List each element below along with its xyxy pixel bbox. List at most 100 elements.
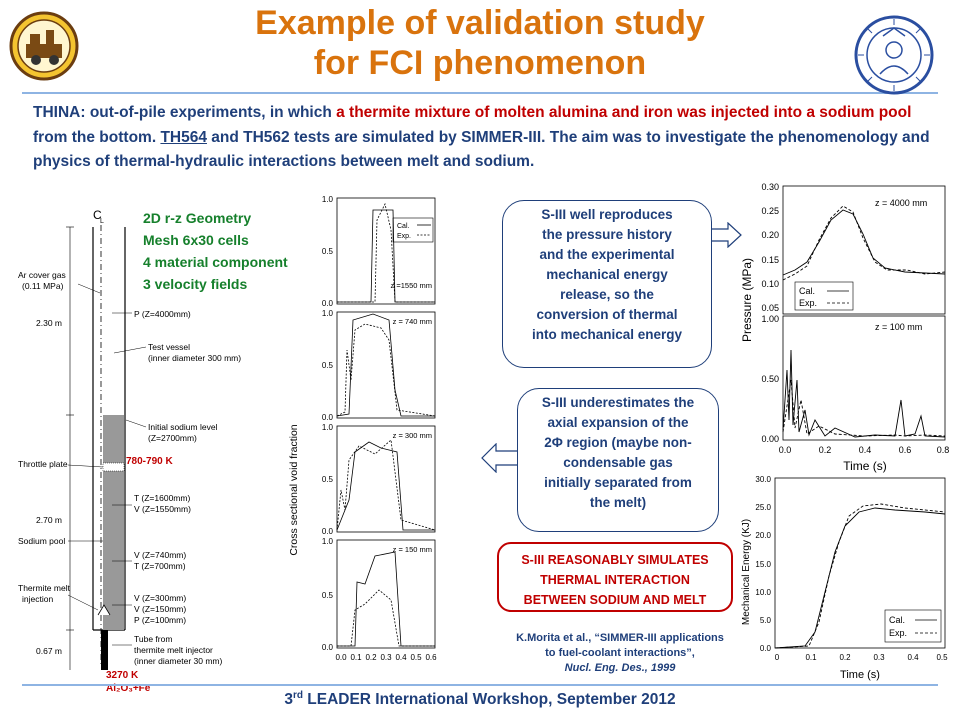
geometry-list: 2D r-z Geometry Mesh 6x30 cells 4 materi…	[143, 207, 288, 295]
pressure-xtick: 0.4	[859, 445, 872, 455]
schematic-label: 2.70 m	[36, 515, 62, 525]
pressure-panel2-label: z = 100 mm	[875, 322, 922, 332]
energy-ytick: 20.0	[755, 531, 771, 540]
lab-logo-icon	[9, 11, 79, 81]
pressure-ytick: 0.00	[761, 434, 779, 444]
schematic-label: Ar cover gas	[18, 270, 66, 280]
pressure-ytick: 0.20	[761, 230, 779, 240]
pressure-ytick: 0.25	[761, 206, 779, 216]
void-ytick: 0.5	[322, 247, 334, 256]
void-xtick: 0.1	[350, 653, 362, 662]
schematic-label: Tube from	[134, 634, 172, 644]
energy-ytick: 15.0	[755, 560, 771, 569]
energy-ytick: 30.0	[755, 475, 771, 484]
void-ytick: 0.5	[322, 591, 334, 600]
energy-xlabel: Time (s)	[840, 669, 880, 681]
pressure-xlabel: Time (s)	[843, 459, 887, 473]
thermite-highlight: a thermite mixture of molten alumina and…	[336, 104, 912, 121]
pressure-xtick: 0.0	[779, 445, 792, 455]
energy-xtick: 0.2	[839, 653, 851, 662]
void-ytick: 0.0	[322, 643, 334, 652]
schematic-label: V (Z=740mm)	[134, 550, 186, 560]
centerline-label: C	[93, 208, 102, 222]
void-conclusion-box: S-III underestimates the axial expansion…	[517, 388, 719, 532]
schematic-label: injection	[22, 594, 53, 604]
pressure-panel1-label: z = 4000 mm	[875, 198, 927, 208]
vessel-schematic: C L Ar cover gas (0.11 MPa) 2.30 m P (Z=…	[18, 208, 241, 670]
pressure-ytick: 0.50	[761, 374, 779, 384]
void-xtick: 0.6	[425, 653, 437, 662]
void-fraction-chart: Cross sectional void fraction 1.0 0.5 0.…	[288, 195, 437, 662]
footer-divider	[22, 684, 938, 686]
schematic-label: V (Z=1550mm)	[134, 504, 191, 514]
void-xtick: 0.5	[410, 653, 422, 662]
page-title: Example of validation study	[255, 4, 705, 42]
void-xtick: 0.0	[335, 653, 347, 662]
page-subtitle: for FCI phenomenon	[313, 44, 647, 82]
void-xtick: 0.3	[380, 653, 392, 662]
schematic-label: (Z=2700mm)	[148, 433, 197, 443]
schematic-label: thermite melt injector	[134, 645, 213, 655]
void-ytick: 1.0	[322, 309, 334, 318]
footer: 3rd LEADER International Workshop, Septe…	[284, 690, 676, 709]
geometry-item: Mesh 6x30 cells	[143, 232, 249, 248]
void-panel-label: z = 150 mm	[393, 545, 432, 554]
void-ytick: 1.0	[322, 423, 334, 432]
pressure-chart: Pressure (MPa) 0.30 0.25 0.20 0.15 0.10 …	[740, 182, 949, 473]
university-seal-icon	[854, 15, 934, 95]
pressure-ytick: 0.05	[761, 303, 779, 313]
void-ytick: 1.0	[322, 537, 334, 546]
pressure-xtick: 0.6	[899, 445, 912, 455]
centerline-sub: L	[100, 218, 104, 225]
void-panel-label: z =1550 mm	[391, 281, 432, 290]
intro-paragraph: THINA: out-of-pile experiments, in which…	[33, 104, 930, 170]
schematic-label: 0.67 m	[36, 646, 62, 656]
pressure-ytick: 0.30	[761, 182, 779, 192]
schematic-label: V (Z=300mm)	[134, 593, 186, 603]
summary-box: S-III REASONABLY SIMULATES THERMAL INTER…	[497, 542, 733, 612]
schematic-label: V (Z=150mm)	[134, 604, 186, 614]
void-ytick: 0.5	[322, 361, 334, 370]
pressure-legend-exp: Exp.	[799, 298, 817, 308]
pressure-ytick: 1.00	[761, 314, 779, 324]
pressure-ytick: 0.15	[761, 255, 779, 265]
schematic-label: Initial sodium level	[148, 422, 218, 432]
void-ytick: 0.0	[322, 413, 334, 422]
pressure-conclusion-box: S-III well reproduces the pressure histo…	[502, 200, 712, 368]
energy-legend-exp: Exp.	[889, 628, 907, 638]
test-th564: TH564	[160, 128, 207, 146]
melt-temperature: 3270 K	[106, 670, 139, 681]
energy-legend-cal: Cal.	[889, 615, 905, 625]
melt-composition: Al₂O₃+Fe	[106, 683, 151, 694]
energy-chart: Mechanical Energy (KJ) 30.0 25.0 20.0 15…	[741, 475, 948, 681]
energy-xtick: 0.5	[936, 653, 948, 662]
energy-xtick: 0.1	[805, 653, 817, 662]
arrow-right-icon	[708, 222, 742, 248]
geometry-item: 3 velocity fields	[143, 276, 248, 292]
schematic-label: (inner diameter 300 mm)	[148, 353, 241, 363]
schematic-label: Test vessel	[148, 342, 190, 352]
void-legend-exp: Exp.	[397, 233, 411, 240]
pressure-ytick: 0.10	[761, 279, 779, 289]
geometry-item: 2D r-z Geometry	[143, 210, 252, 226]
void-panel-label: z = 300 mm	[393, 431, 432, 440]
schematic-label: T (Z=700mm)	[134, 561, 186, 571]
schematic-label: Sodium pool	[18, 536, 65, 546]
schematic-label: (inner diameter 30 mm)	[134, 656, 223, 666]
header-divider	[22, 92, 938, 94]
pressure-legend-cal: Cal.	[799, 286, 815, 296]
void-ytick: 0.0	[322, 299, 334, 308]
void-ytick: 0.5	[322, 475, 334, 484]
schematic-label: P (Z=100mm)	[134, 615, 186, 625]
schematic-label: Thermite melt	[18, 583, 71, 593]
reference-citation: K.Morita et al., “SIMMER-III application…	[516, 632, 724, 674]
schematic-label: P (Z=4000mm)	[134, 309, 191, 319]
schematic-label: T (Z=1600mm)	[134, 493, 190, 503]
energy-ytick: 25.0	[755, 503, 771, 512]
pressure-xtick: 0.2	[819, 445, 832, 455]
geometry-item: 4 material component	[143, 254, 288, 270]
void-ylabel: Cross sectional void fraction	[288, 424, 300, 555]
pressure-ylabel: Pressure (MPa)	[740, 258, 754, 342]
arrow-left-icon	[481, 443, 519, 473]
energy-ylabel: Mechanical Energy (KJ)	[741, 519, 752, 625]
